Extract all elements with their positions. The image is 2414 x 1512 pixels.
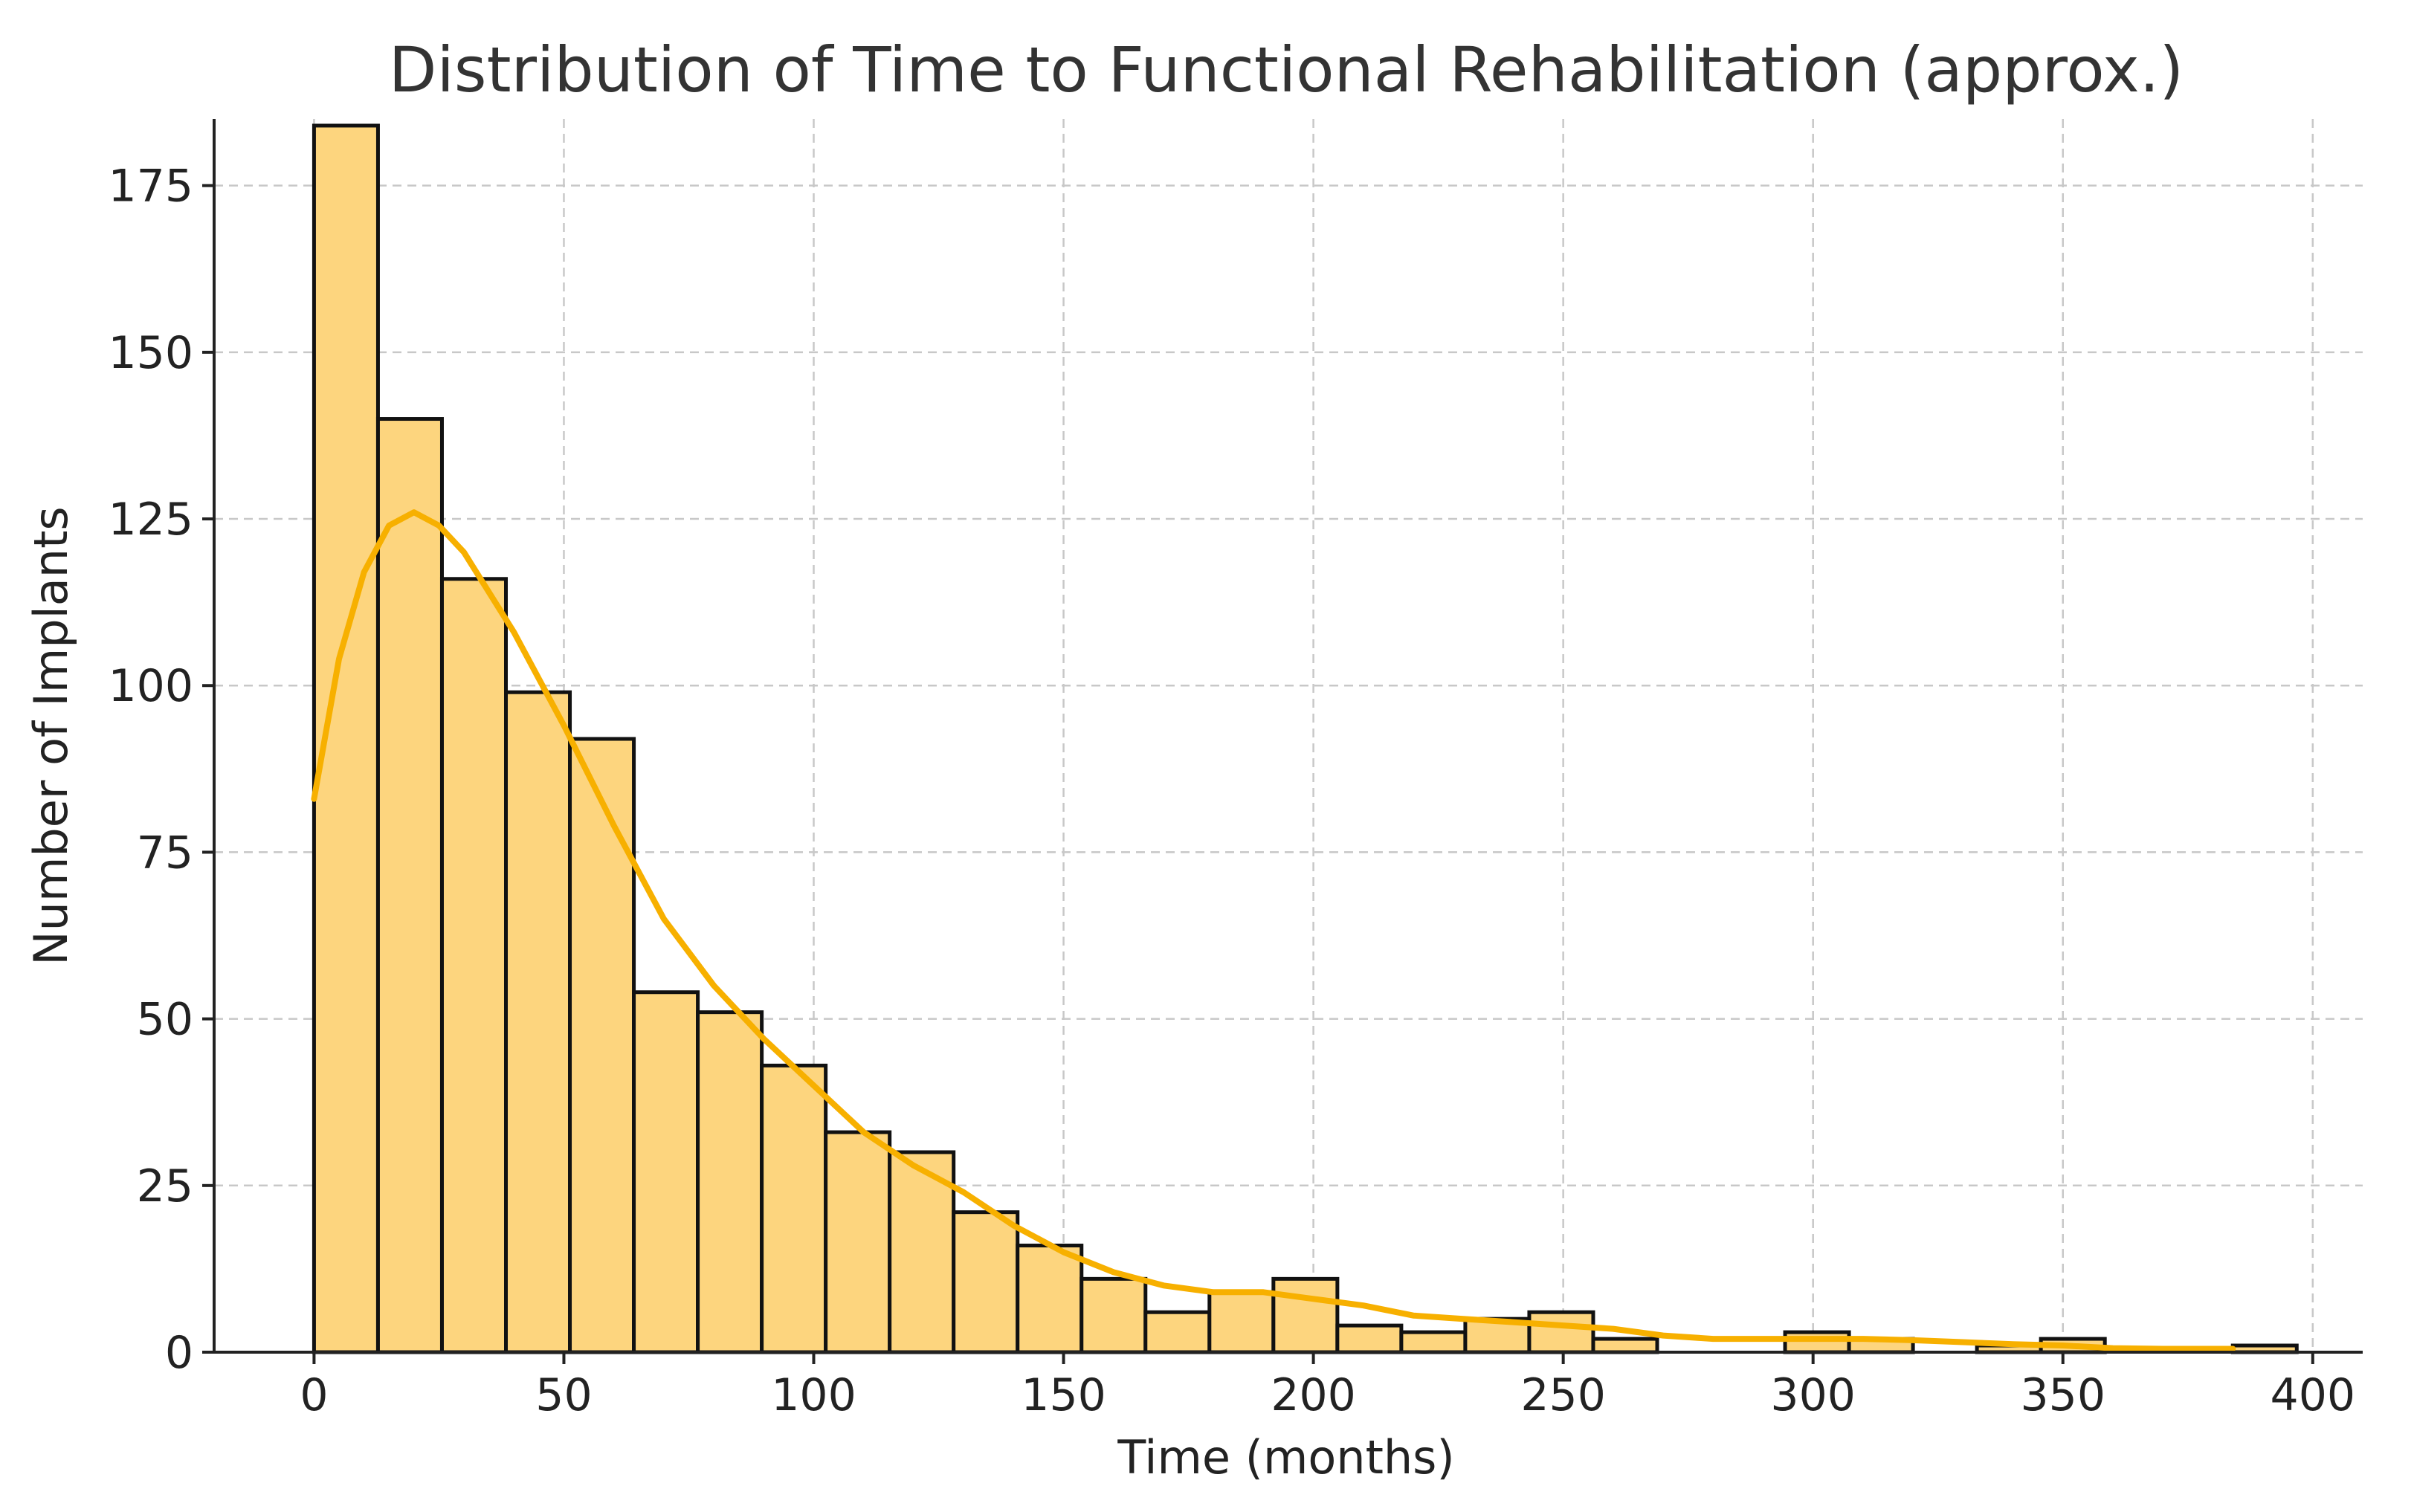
histogram-bar	[1207, 1290, 1276, 1354]
histogram-bar	[1016, 1244, 1084, 1354]
x-tick-label: 150	[1021, 1369, 1106, 1421]
histogram-bar	[568, 737, 636, 1354]
histogram-bar	[632, 990, 700, 1354]
x-tick-label: 100	[771, 1369, 856, 1421]
histogram-bar	[375, 417, 444, 1354]
histogram-bar	[1783, 1330, 1851, 1354]
x-tick-label: 400	[2271, 1369, 2356, 1421]
histogram-bar	[1335, 1323, 1404, 1354]
histogram-bar	[504, 690, 572, 1354]
histogram-bar	[824, 1130, 892, 1354]
histogram-bar	[696, 1010, 764, 1354]
x-tick-label: 300	[1770, 1369, 1856, 1421]
ticks: 0 50 100 150 200 250 300 350 400 0 25 50 75 100 125 150…	[108, 161, 2355, 1421]
histogram-bar	[952, 1210, 1020, 1354]
histogram-bars	[312, 123, 2299, 1354]
histogram-bar	[1591, 1337, 1659, 1354]
y-tick-label: 175	[108, 161, 193, 213]
y-axis-label: Number of Implants	[24, 506, 78, 965]
x-tick-label: 50	[535, 1369, 592, 1421]
y-tick-label: 150	[108, 327, 193, 379]
x-tick-label: 350	[2020, 1369, 2105, 1421]
histogram-bar	[760, 1063, 828, 1354]
axes	[213, 119, 2363, 1354]
chart-title: Distribution of Time to Functional Rehab…	[389, 33, 2184, 106]
histogram-bar	[1527, 1310, 1595, 1354]
histogram-bar	[1399, 1330, 1468, 1354]
y-tick-label: 75	[137, 827, 193, 879]
kde-curve	[311, 509, 2236, 1352]
y-tick-label: 125	[108, 494, 193, 546]
histogram-bar	[1079, 1276, 1148, 1354]
histogram-bar	[1143, 1310, 1212, 1354]
y-tick-label: 25	[137, 1160, 193, 1212]
x-axis-label: Time (months)	[1117, 1430, 1454, 1484]
x-tick-label: 250	[1520, 1369, 1606, 1421]
histogram-bar	[439, 577, 509, 1354]
y-tick-label: 100	[108, 660, 193, 712]
histogram-bar	[1271, 1276, 1340, 1354]
gridlines	[214, 119, 2363, 1354]
x-tick-label: 200	[1271, 1369, 1356, 1421]
y-tick-label: 0	[165, 1327, 193, 1379]
x-tick-label: 0	[300, 1369, 328, 1421]
y-tick-label: 50	[137, 994, 193, 1046]
